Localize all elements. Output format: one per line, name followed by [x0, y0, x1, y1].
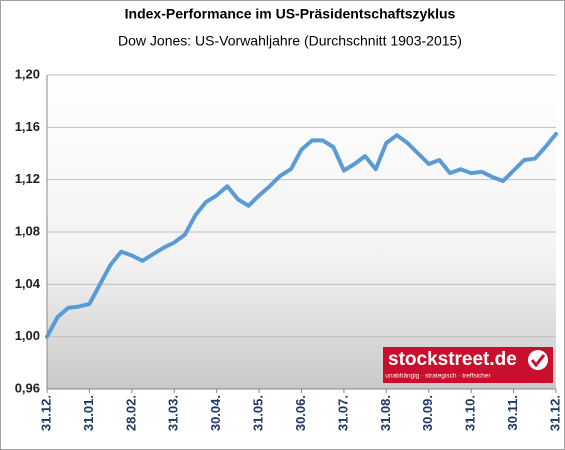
- chart-subtitle: Dow Jones: US-Vorwahljahre (Durchschnitt…: [118, 33, 462, 49]
- x-tick-label: 31.05.: [251, 395, 266, 431]
- y-tick-label: 1,20: [15, 66, 40, 81]
- x-tick-label: 31.12.: [38, 395, 53, 431]
- logo-box: [383, 347, 553, 383]
- x-tick-label: 31.10.: [463, 395, 478, 431]
- logo-text: stockstreet.de: [388, 349, 517, 370]
- x-tick-label: 28.02.: [123, 395, 138, 431]
- y-tick-label: 1,00: [15, 328, 40, 343]
- x-tick-label: 30.11.: [505, 395, 520, 430]
- chart-title: Index-Performance im US-Präsidentschafts…: [125, 6, 456, 22]
- x-tick-label: 31.12.: [547, 395, 562, 431]
- line: [45, 131, 558, 339]
- x-tick-label: 30.04.: [208, 395, 223, 431]
- y-tick-label: 1,12: [15, 171, 40, 186]
- y-tick-label: 1,04: [15, 276, 41, 291]
- logo-icon: [528, 350, 548, 370]
- y-tick-label: 1,16: [15, 119, 40, 134]
- logo: stockstreet.de unabhängig · strategisch …: [383, 347, 553, 383]
- x-tick-label: 30.09.: [420, 395, 435, 431]
- x-tick-label: 31.07.: [335, 395, 350, 431]
- logo-check: [530, 354, 546, 368]
- logo-tagline: unabhängig · strategisch · treffsicher: [385, 373, 491, 380]
- x-tick-label: 31.01.: [81, 395, 96, 431]
- x-tick-label: 31.03.: [166, 395, 181, 431]
- y-tick-label: 1,08: [15, 223, 40, 238]
- y-tick-label: 0,96: [15, 380, 40, 395]
- x-tick-label: 31.08.: [378, 395, 393, 431]
- x-tick-label: 30.06.: [293, 395, 308, 431]
